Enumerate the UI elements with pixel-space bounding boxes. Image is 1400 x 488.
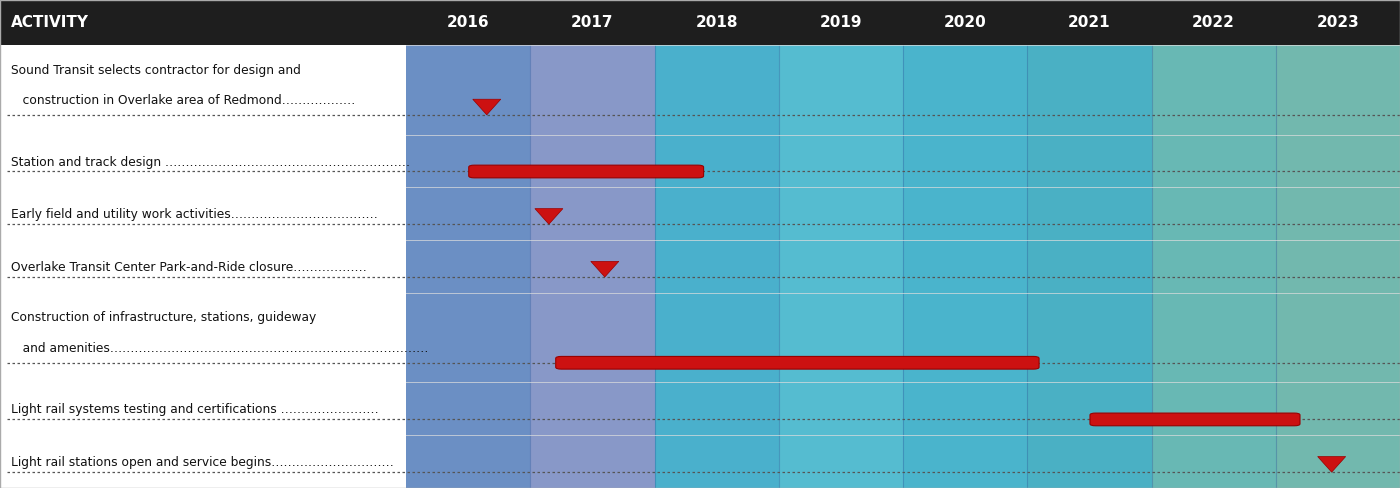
Text: Overlake Transit Center Park-and-Ride closure………………: Overlake Transit Center Park-and-Ride cl… [11,261,367,274]
Bar [406,45,531,488]
FancyBboxPatch shape [469,165,704,178]
Text: 2021: 2021 [1068,15,1110,30]
Bar [655,45,778,488]
Text: Light rail stations open and service begins…………………………: Light rail stations open and service beg… [11,456,393,469]
Text: and amenities……………………………………………………………………: and amenities…………………………………………………………………… [11,342,428,355]
Polygon shape [1317,457,1345,472]
Bar [1151,45,1275,488]
Text: ACTIVITY: ACTIVITY [11,15,90,30]
Polygon shape [591,262,619,277]
Text: Station and track design ……………………………………………………: Station and track design ………………………………………… [11,156,410,168]
Text: 2016: 2016 [447,15,490,30]
Bar [0,45,406,488]
Bar [0,0,1400,45]
Text: 2023: 2023 [1316,15,1359,30]
Text: 2019: 2019 [819,15,862,30]
Text: 2017: 2017 [571,15,613,30]
Text: 2018: 2018 [696,15,738,30]
Polygon shape [473,99,501,115]
Text: 2022: 2022 [1193,15,1235,30]
Bar [531,45,655,488]
Bar [1028,45,1151,488]
Text: Construction of infrastructure, stations, guideway: Construction of infrastructure, stations… [11,311,316,325]
Text: 2020: 2020 [944,15,987,30]
Bar [778,45,903,488]
Text: Early field and utility work activities………………………………: Early field and utility work activities…… [11,208,378,221]
Polygon shape [535,209,563,224]
Text: Sound Transit selects contractor for design and: Sound Transit selects contractor for des… [11,63,301,77]
Text: construction in Overlake area of Redmond………………: construction in Overlake area of Redmond… [11,94,356,107]
Bar [1275,45,1400,488]
Text: Light rail systems testing and certifications ……………………: Light rail systems testing and certifica… [11,404,379,416]
Bar [903,45,1028,488]
FancyBboxPatch shape [1091,413,1301,426]
FancyBboxPatch shape [556,356,1039,369]
